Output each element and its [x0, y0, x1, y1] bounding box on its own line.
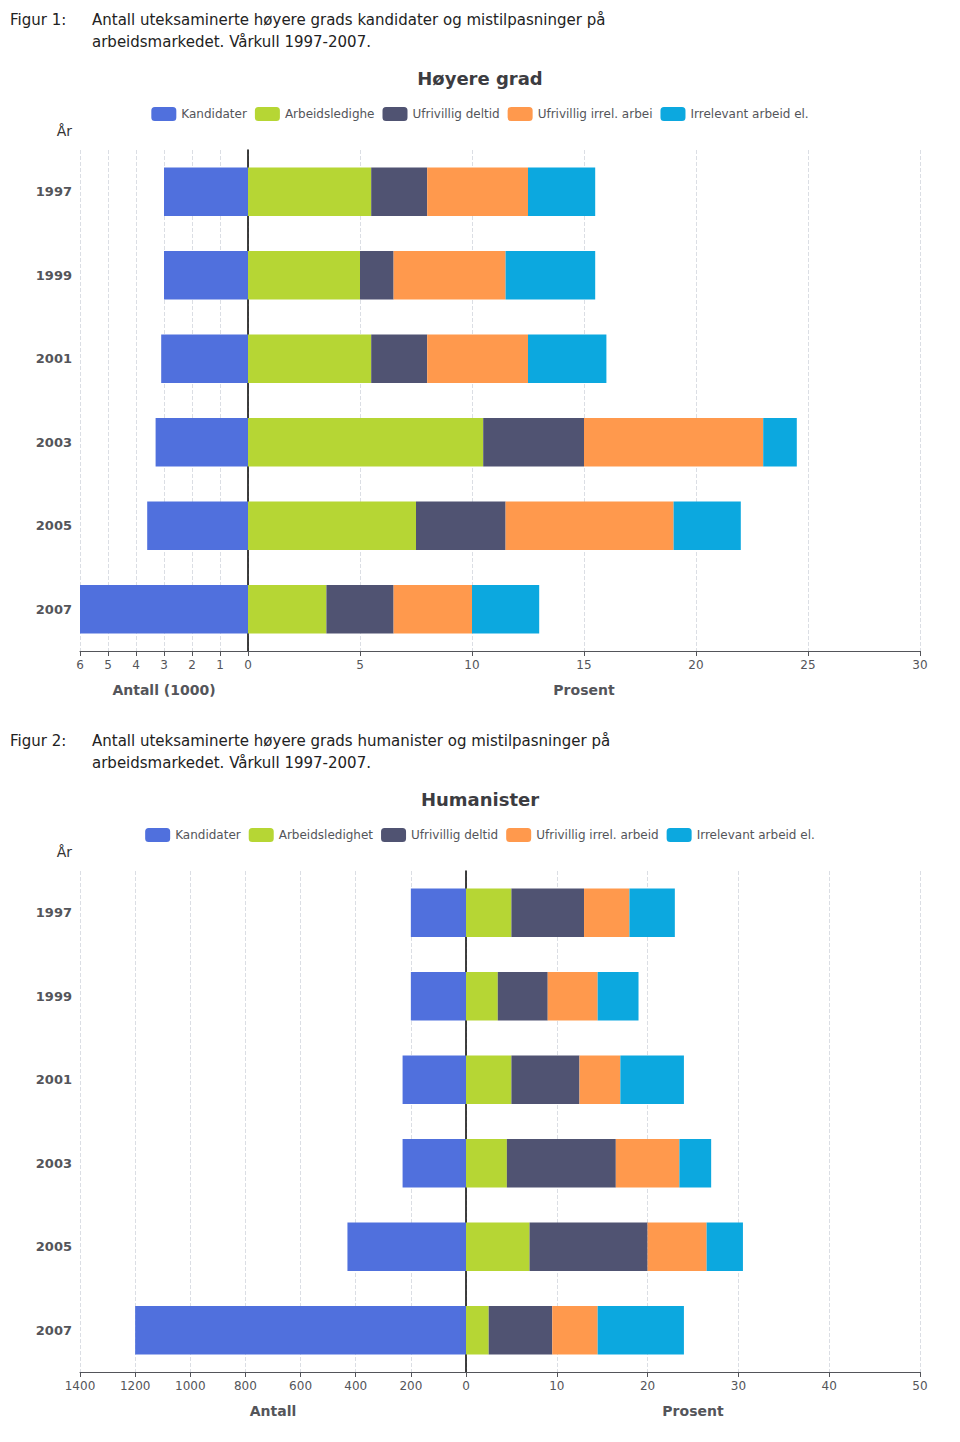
svg-text:20: 20: [688, 658, 703, 672]
svg-text:Antall uteksaminerte høyere gr: Antall uteksaminerte høyere grads humani…: [92, 732, 610, 750]
svg-text:40: 40: [822, 1379, 837, 1393]
svg-text:2: 2: [188, 658, 196, 672]
svg-text:2007: 2007: [36, 1323, 72, 1338]
svg-text:Antall: Antall: [250, 1403, 297, 1419]
svg-text:Irrelevant arbeid el.: Irrelevant arbeid el.: [697, 828, 815, 842]
svg-text:År: År: [57, 844, 73, 860]
svg-text:1997: 1997: [36, 184, 72, 199]
svg-text:arbeidsmarkedet. Vårkull 1997-: arbeidsmarkedet. Vårkull 1997-2007.: [92, 33, 371, 51]
svg-text:arbeidsmarkedet. Vårkull 1997-: arbeidsmarkedet. Vårkull 1997-2007.: [92, 754, 371, 772]
svg-text:2003: 2003: [36, 435, 72, 450]
svg-text:15: 15: [576, 658, 591, 672]
svg-text:0: 0: [462, 1379, 470, 1393]
svg-text:25: 25: [800, 658, 815, 672]
svg-text:Arbeidsledighe: Arbeidsledighe: [285, 107, 375, 121]
svg-text:Ufrivillig deltid: Ufrivillig deltid: [413, 107, 500, 121]
svg-text:200: 200: [399, 1379, 422, 1393]
svg-text:30: 30: [912, 658, 927, 672]
svg-text:1997: 1997: [36, 905, 72, 920]
svg-text:3: 3: [160, 658, 168, 672]
svg-text:2007: 2007: [36, 602, 72, 617]
svg-text:1999: 1999: [36, 989, 72, 1004]
svg-text:Kandidater: Kandidater: [175, 828, 241, 842]
svg-text:4: 4: [132, 658, 140, 672]
svg-text:6: 6: [76, 658, 84, 672]
svg-text:10: 10: [464, 658, 479, 672]
svg-text:Antall uteksaminerte høyere gr: Antall uteksaminerte høyere grads kandid…: [92, 11, 605, 29]
svg-text:600: 600: [289, 1379, 312, 1393]
svg-text:Ufrivillig deltid: Ufrivillig deltid: [411, 828, 498, 842]
svg-text:2001: 2001: [36, 1072, 72, 1087]
svg-text:Ufrivillig irrel. arbeid: Ufrivillig irrel. arbeid: [536, 828, 658, 842]
svg-text:Figur 1:: Figur 1:: [10, 11, 66, 29]
svg-text:5: 5: [356, 658, 364, 672]
svg-text:800: 800: [234, 1379, 257, 1393]
svg-text:2003: 2003: [36, 1156, 72, 1171]
svg-text:5: 5: [104, 658, 112, 672]
svg-text:År: År: [57, 123, 73, 139]
svg-text:1: 1: [216, 658, 224, 672]
svg-text:Kandidater: Kandidater: [181, 107, 247, 121]
svg-text:1999: 1999: [36, 268, 72, 283]
svg-text:10: 10: [549, 1379, 564, 1393]
svg-text:Arbeidsledighet: Arbeidsledighet: [279, 828, 374, 842]
svg-text:1400: 1400: [65, 1379, 96, 1393]
svg-text:Humanister: Humanister: [421, 789, 539, 810]
svg-text:Høyere grad: Høyere grad: [417, 68, 543, 89]
svg-text:Antall (1000): Antall (1000): [112, 682, 215, 698]
svg-text:2001: 2001: [36, 351, 72, 366]
svg-text:Prosent: Prosent: [662, 1403, 724, 1419]
svg-text:Irrelevant arbeid el.: Irrelevant arbeid el.: [690, 107, 808, 121]
svg-text:400: 400: [344, 1379, 367, 1393]
svg-text:1000: 1000: [175, 1379, 206, 1393]
svg-text:0: 0: [244, 658, 252, 672]
svg-text:2005: 2005: [36, 518, 72, 533]
svg-text:Figur 2:: Figur 2:: [10, 732, 66, 750]
svg-text:2005: 2005: [36, 1239, 72, 1254]
svg-text:1200: 1200: [120, 1379, 151, 1393]
svg-text:50: 50: [912, 1379, 927, 1393]
svg-text:Ufrivillig irrel. arbei: Ufrivillig irrel. arbei: [538, 107, 653, 121]
svg-text:20: 20: [640, 1379, 655, 1393]
svg-text:Prosent: Prosent: [553, 682, 615, 698]
svg-text:30: 30: [731, 1379, 746, 1393]
